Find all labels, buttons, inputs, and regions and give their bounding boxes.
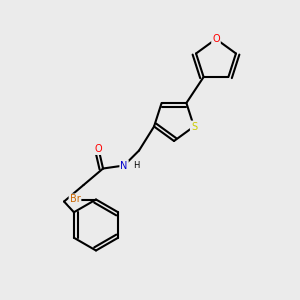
Text: Br: Br — [70, 194, 80, 205]
Text: N: N — [120, 160, 128, 170]
Text: H: H — [133, 161, 139, 170]
Text: S: S — [191, 122, 197, 131]
Text: O: O — [95, 144, 102, 154]
Text: O: O — [212, 34, 220, 44]
